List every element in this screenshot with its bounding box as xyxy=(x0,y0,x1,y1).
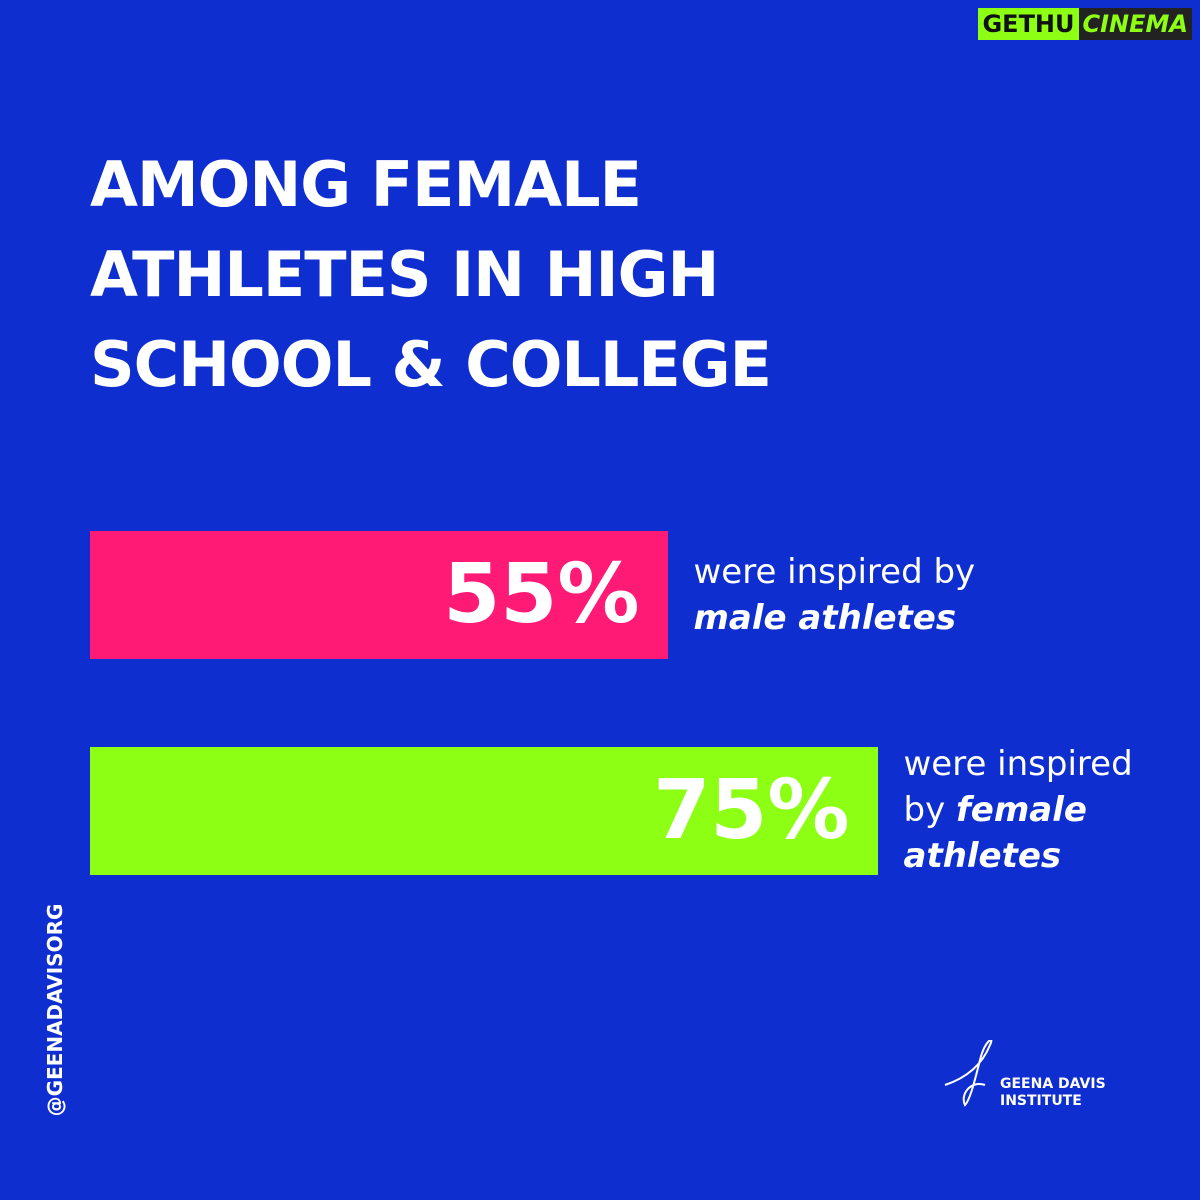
title-line: SCHOOL & COLLEGE xyxy=(90,328,772,401)
category-label: were inspired by female athletes xyxy=(904,741,1164,879)
title-line: AMONG FEMALE xyxy=(90,148,642,221)
handle: @GEENADAVISORG xyxy=(43,903,67,1117)
watermark-text: CINEMA xyxy=(1078,8,1192,40)
watermark-text: GETHU xyxy=(978,8,1079,40)
label-emphasis: male athletes xyxy=(693,598,957,638)
chart-title: AMONG FEMALE ATHLETES IN HIGH SCHOOL & COL… xyxy=(90,140,772,410)
label-plain: were inspired by xyxy=(693,552,976,592)
bar: 75% xyxy=(90,747,878,875)
label-plain: were inspired by xyxy=(903,744,1133,830)
category-label: were inspired by male athletes xyxy=(694,549,1014,641)
logo-mark xyxy=(944,1040,993,1107)
logo-text: GEENA DAVIS INSTITUTE xyxy=(1000,1076,1106,1110)
logo-line: GEENA DAVIS xyxy=(1000,1076,1106,1092)
logo-line: INSTITUTE xyxy=(1000,1093,1082,1109)
title-line: ATHLETES IN HIGH xyxy=(90,238,719,311)
value-label: 55% xyxy=(443,547,640,642)
watermark: GETHU CINEMA xyxy=(978,8,1192,40)
label-emphasis: female athletes xyxy=(903,790,1087,876)
value-label: 75% xyxy=(653,763,850,858)
bar: 55% xyxy=(90,531,668,659)
